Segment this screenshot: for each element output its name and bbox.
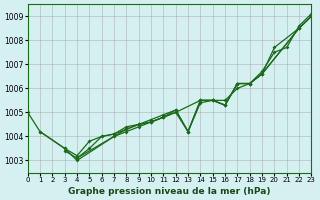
X-axis label: Graphe pression niveau de la mer (hPa): Graphe pression niveau de la mer (hPa) — [68, 187, 271, 196]
